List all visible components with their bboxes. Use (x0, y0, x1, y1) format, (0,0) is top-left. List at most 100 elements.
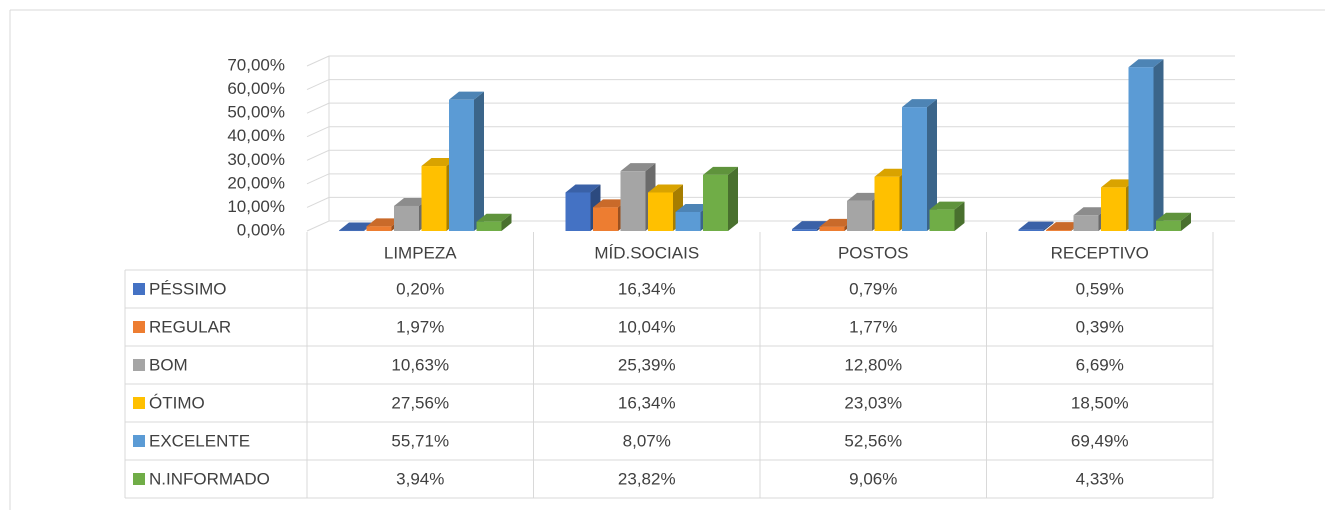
legend-swatch (133, 397, 145, 409)
table-value: 16,34% (618, 393, 676, 412)
legend-label: REGULAR (149, 317, 231, 336)
bar (792, 229, 817, 231)
bar-top (366, 218, 402, 227)
bar-top (902, 99, 937, 108)
bar (874, 176, 900, 231)
bar-top (620, 163, 656, 172)
table-value: 8,07% (623, 431, 671, 450)
bar-top (874, 168, 910, 177)
bar (1101, 187, 1126, 231)
table-value: 18,50% (1071, 393, 1129, 412)
table-value: 23,82% (618, 469, 676, 488)
table-value: 12,80% (844, 355, 902, 374)
bar (1018, 229, 1044, 231)
x-tick-label: LIMPEZA (384, 243, 457, 262)
bar-top (703, 166, 738, 175)
legend-swatch (133, 321, 145, 333)
bar-side (474, 91, 484, 232)
bar (819, 226, 845, 231)
table-value: 69,49% (1071, 431, 1129, 450)
bar-side (1153, 59, 1164, 231)
bar-top (476, 213, 512, 222)
legend-label: PÉSSIMO (149, 279, 226, 298)
legend-label: ÓTIMO (149, 393, 205, 412)
legend-label: BOM (149, 355, 188, 374)
legend-swatch (133, 283, 145, 295)
bar-top (929, 201, 965, 210)
table-value: 10,04% (618, 317, 676, 336)
bar-side (927, 99, 937, 231)
bar-top (339, 222, 374, 231)
bar-side (728, 166, 738, 231)
bar-side (1043, 221, 1054, 231)
bar (449, 99, 474, 232)
bar (648, 192, 673, 231)
table-value: 6,69% (1076, 355, 1124, 374)
table-value: 27,56% (391, 393, 449, 412)
x-tick-label: RECEPTIVO (1051, 243, 1149, 262)
y-tick-label: 40,00% (227, 126, 285, 145)
bar-top (1101, 179, 1136, 188)
bar (1128, 67, 1154, 231)
legend-label: EXCELENTE (149, 431, 250, 450)
table-value: 1,77% (849, 317, 897, 336)
table-value: 10,63% (391, 355, 449, 374)
bar-side (501, 213, 512, 231)
bar-top (421, 158, 457, 167)
y-tick-label: 30,00% (227, 150, 285, 169)
grid-line (306, 55, 1235, 67)
bar-top (394, 197, 429, 206)
bar-top (1018, 221, 1054, 230)
bar-top (1156, 212, 1191, 221)
bar-top (675, 203, 711, 212)
bar (421, 166, 447, 231)
table-value: 4,33% (1076, 469, 1124, 488)
bar (366, 226, 392, 231)
table-value: 3,94% (396, 469, 444, 488)
y-tick-label: 20,00% (227, 173, 285, 192)
bar-top (819, 218, 855, 227)
bar (1046, 230, 1071, 231)
bar (703, 174, 728, 231)
table-value: 0,20% (396, 279, 444, 298)
legend-label: N.INFORMADO (149, 469, 270, 488)
bar-top (565, 184, 601, 193)
bar-top (1073, 207, 1109, 216)
table-value: 0,59% (1076, 279, 1124, 298)
legend-swatch (133, 435, 145, 447)
y-tick-label: 60,00% (227, 79, 285, 98)
bar (902, 107, 927, 231)
bar-top (792, 221, 827, 230)
bar (593, 207, 618, 231)
bar-side (954, 201, 965, 231)
bar-top (1128, 59, 1164, 68)
y-tick-label: 10,00% (227, 197, 285, 216)
bar (847, 200, 872, 231)
bar-top (1046, 222, 1081, 231)
bar-top (648, 184, 683, 193)
bar-top (449, 91, 484, 100)
table-value: 25,39% (618, 355, 676, 374)
table-value: 9,06% (849, 469, 897, 488)
grid-line (306, 79, 1235, 91)
bar-top (847, 192, 882, 201)
bar-top (593, 199, 628, 208)
bar (1156, 220, 1181, 231)
bar (620, 171, 646, 231)
y-tick-label: 50,00% (227, 103, 285, 122)
legend-swatch (133, 473, 145, 485)
bar (476, 221, 502, 231)
table-value: 52,56% (844, 431, 902, 450)
x-tick-label: MÍD.SOCIAIS (594, 243, 699, 262)
grid-line (306, 126, 1235, 138)
table-value: 23,03% (844, 393, 902, 412)
table-value: 16,34% (618, 279, 676, 298)
bar (394, 205, 419, 231)
legend-swatch (133, 359, 145, 371)
bar (565, 192, 591, 231)
bar (1073, 215, 1099, 231)
table-value: 1,97% (396, 317, 444, 336)
y-tick-label: 70,00% (227, 55, 285, 74)
